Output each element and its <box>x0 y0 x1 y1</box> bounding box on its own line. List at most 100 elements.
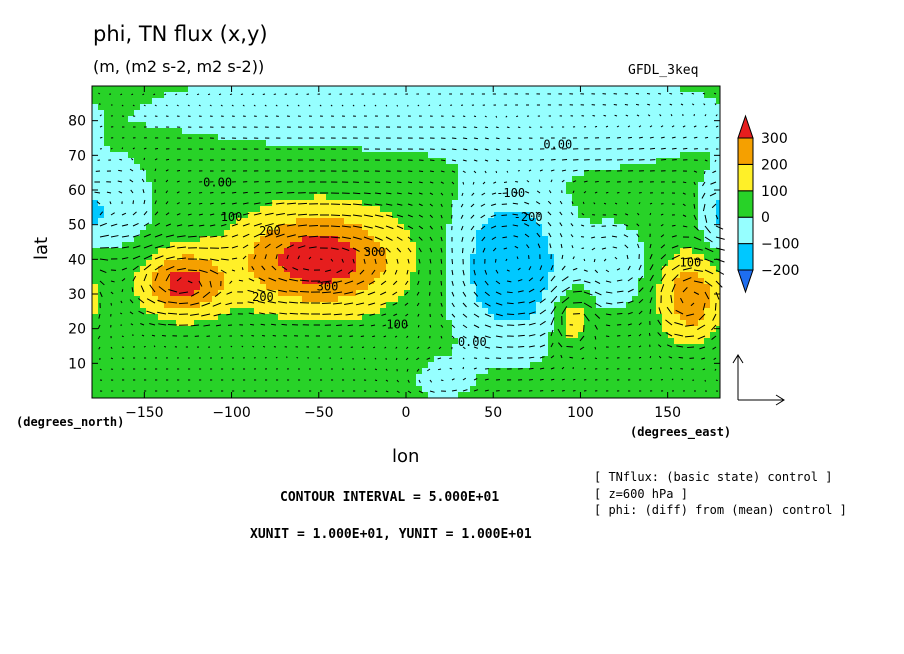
field-cell <box>536 170 543 177</box>
field-cell <box>476 146 483 153</box>
field-cell <box>224 86 231 93</box>
field-cell <box>494 326 501 333</box>
field-cell <box>590 110 597 117</box>
field-cell <box>530 176 537 183</box>
field-cell <box>542 122 549 129</box>
field-cell <box>254 92 261 99</box>
field-cell <box>530 182 537 189</box>
field-cell <box>302 278 309 285</box>
field-cell <box>110 386 117 393</box>
field-cell <box>440 260 447 267</box>
field-cell <box>602 92 609 99</box>
field-cell <box>566 320 573 327</box>
field-cell <box>266 218 273 225</box>
field-cell <box>392 146 399 153</box>
field-cell <box>500 194 507 201</box>
field-cell <box>524 146 531 153</box>
field-cell <box>110 392 117 399</box>
field-cell <box>194 266 201 273</box>
field-cell <box>518 92 525 99</box>
field-cell <box>122 110 129 117</box>
field-cell <box>194 278 201 285</box>
field-cell <box>602 278 609 285</box>
field-cell <box>350 284 357 291</box>
field-cell <box>488 212 495 219</box>
field-cell <box>626 272 633 279</box>
field-cell <box>560 104 567 111</box>
field-cell <box>230 266 237 273</box>
field-cell <box>110 164 117 171</box>
field-cell <box>170 188 177 195</box>
field-cell <box>620 116 627 123</box>
field-cell <box>116 164 123 171</box>
field-cell <box>530 218 537 225</box>
field-cell <box>380 146 387 153</box>
field-cell <box>392 266 399 273</box>
field-cell <box>200 296 207 303</box>
field-cell <box>440 242 447 249</box>
field-cell <box>284 362 291 369</box>
field-cell <box>620 236 627 243</box>
field-cell <box>194 248 201 255</box>
field-cell <box>176 104 183 111</box>
field-cell <box>440 170 447 177</box>
field-cell <box>260 134 267 141</box>
field-cell <box>482 218 489 225</box>
field-cell <box>632 332 639 339</box>
field-cell <box>482 380 489 387</box>
field-cell <box>326 212 333 219</box>
field-cell <box>200 338 207 345</box>
field-cell <box>110 236 117 243</box>
field-cell <box>356 116 363 123</box>
field-cell <box>350 266 357 273</box>
field-cell <box>584 230 591 237</box>
field-cell <box>284 386 291 393</box>
field-cell <box>332 278 339 285</box>
field-cell <box>104 200 111 207</box>
field-cell <box>152 386 159 393</box>
field-cell <box>410 248 417 255</box>
field-cell <box>242 380 249 387</box>
field-cell <box>290 374 297 381</box>
field-cell <box>128 158 135 165</box>
field-cell <box>608 236 615 243</box>
field-cell <box>452 356 459 363</box>
field-cell <box>212 224 219 231</box>
field-cell <box>230 116 237 123</box>
field-cell <box>284 332 291 339</box>
field-cell <box>596 374 603 381</box>
field-cell <box>530 188 537 195</box>
field-cell <box>380 104 387 111</box>
field-cell <box>398 194 405 201</box>
field-cell <box>506 338 513 345</box>
field-cell <box>140 218 147 225</box>
field-cell <box>506 326 513 333</box>
field-cell <box>638 260 645 267</box>
field-cell <box>596 158 603 165</box>
field-cell <box>200 284 207 291</box>
field-cell <box>284 182 291 189</box>
field-cell <box>182 260 189 267</box>
field-cell <box>158 380 165 387</box>
field-cell <box>140 242 147 249</box>
field-cell <box>476 254 483 261</box>
field-cell <box>632 260 639 267</box>
field-cell <box>224 320 231 327</box>
field-cell <box>494 188 501 195</box>
field-cell <box>482 212 489 219</box>
field-cell <box>278 344 285 351</box>
field-cell <box>98 392 105 399</box>
field-cell <box>644 182 651 189</box>
field-cell <box>170 116 177 123</box>
field-cell <box>614 392 621 399</box>
field-cell <box>134 110 141 117</box>
field-cell <box>146 392 153 399</box>
field-cell <box>392 314 399 321</box>
field-cell <box>356 206 363 213</box>
field-cell <box>278 92 285 99</box>
field-cell <box>350 248 357 255</box>
field-cell <box>386 170 393 177</box>
field-cell <box>656 386 663 393</box>
field-cell <box>464 176 471 183</box>
field-cell <box>164 380 171 387</box>
